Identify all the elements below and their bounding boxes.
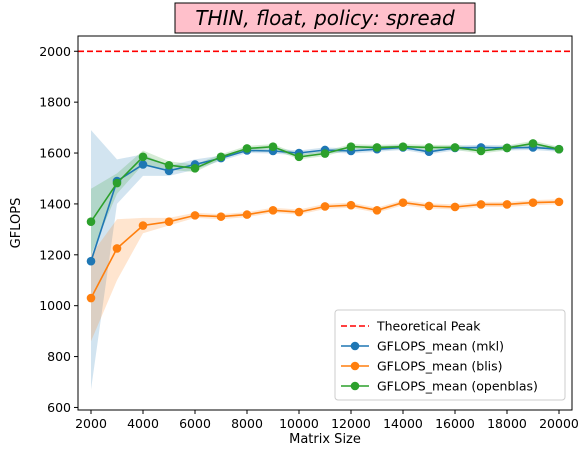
data-point [112, 178, 122, 188]
x-tick-label: 4000 [127, 416, 159, 431]
data-point [398, 142, 408, 151]
y-tick-label: 1000 [39, 298, 71, 313]
y-tick-label: 1800 [39, 95, 71, 110]
data-point [294, 207, 304, 217]
confidence-band-0 [91, 130, 559, 390]
x-tick-label: 16000 [435, 416, 475, 431]
x-tick-label: 2000 [75, 416, 107, 431]
y-tick-label: 800 [47, 349, 71, 364]
data-point [138, 221, 148, 230]
x-axis-ticks: 2000 4000 6000 8000 10000 12000 14000 16000 1800… [75, 410, 579, 431]
y-axis-ticks: 600 800 1000 1200 1400 1600 1800 2000 [39, 44, 78, 415]
data-point [138, 160, 148, 169]
data-point [424, 201, 434, 211]
legend: Theoretical Peak GFLOPS_mean (mkl) GFLOPS_… [334, 309, 566, 401]
legend-entry-label: Theoretical Peak [376, 319, 481, 334]
data-point [502, 143, 512, 153]
data-point [216, 152, 226, 162]
y-axis-label: GFLOPS [9, 198, 24, 249]
plot-area-frame [77, 35, 573, 411]
data-point [320, 149, 330, 158]
x-tick-label: 14000 [383, 416, 423, 431]
data-point [112, 244, 122, 253]
data-point [164, 217, 174, 227]
y-tick-label: 1600 [39, 146, 71, 161]
data-point [528, 198, 538, 207]
data-point [216, 212, 226, 221]
data-point [86, 217, 96, 227]
data-point [320, 202, 330, 211]
x-axis-label: Matrix Size [289, 432, 361, 447]
data-point [346, 142, 356, 151]
data-point [528, 139, 538, 148]
data-point [372, 143, 382, 152]
data-point [346, 200, 356, 210]
data-point [476, 146, 486, 156]
data-point [138, 152, 148, 162]
chart-title-box: THIN, float, policy: spread [174, 2, 476, 34]
data-point [450, 143, 460, 152]
y-tick-label: 600 [47, 400, 71, 415]
chart-title: THIN, float, policy: spread [195, 6, 455, 30]
data-point [476, 200, 486, 209]
series-layer [86, 139, 564, 303]
data-point [450, 202, 460, 212]
data-point [242, 144, 252, 153]
x-tick-label: 6000 [179, 416, 211, 431]
legend-box [334, 309, 566, 401]
data-point [268, 142, 278, 151]
data-point [502, 200, 512, 209]
data-point [164, 160, 174, 170]
data-point [294, 152, 304, 162]
x-tick-label: 18000 [487, 416, 527, 431]
x-tick-label: 20000 [539, 416, 579, 431]
data-point [268, 205, 278, 215]
title-background [174, 2, 476, 34]
data-point [554, 197, 564, 207]
x-tick-label: 12000 [331, 416, 371, 431]
legend-entry-label: GFLOPS_mean (openblas) [377, 379, 538, 394]
data-point [190, 211, 200, 220]
data-point [554, 144, 564, 154]
x-tick-label: 10000 [279, 416, 319, 431]
legend-marker [350, 341, 360, 351]
confidence-band-2 [91, 140, 559, 255]
y-tick-label: 1200 [39, 247, 71, 262]
data-point [86, 293, 96, 303]
data-point [424, 143, 434, 152]
data-point [242, 210, 252, 219]
legend-entry-label: GFLOPS_mean (mkl) [377, 339, 504, 354]
confidence-bands [91, 130, 559, 390]
legend-entry-label: GFLOPS_mean (blis) [377, 359, 503, 374]
data-point [372, 205, 382, 215]
x-tick-label: 8000 [231, 416, 263, 431]
data-point [398, 198, 408, 207]
y-tick-label: 2000 [39, 44, 71, 59]
data-point [86, 256, 96, 266]
data-point [190, 163, 200, 173]
y-tick-label: 1400 [39, 196, 71, 211]
series-line-1 [90, 201, 560, 299]
legend-marker [350, 361, 360, 371]
legend-marker [350, 381, 360, 391]
